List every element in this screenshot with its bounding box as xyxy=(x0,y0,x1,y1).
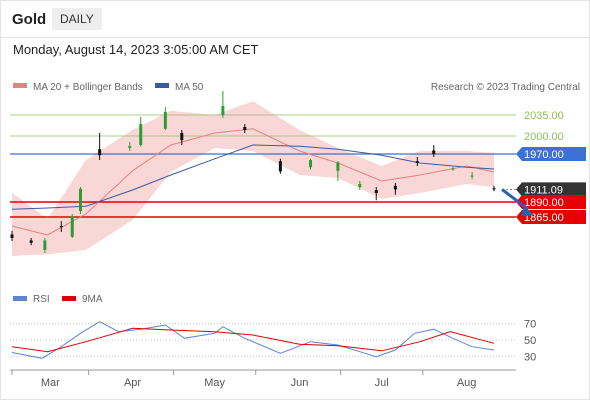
ma50-line xyxy=(11,144,495,210)
level-label-target: 2000.00 xyxy=(524,131,564,143)
candle-body xyxy=(451,168,455,170)
chart-datetime: Monday, August 14, 2023 3:05:00 AM CET xyxy=(13,42,259,57)
candle-body xyxy=(98,149,102,156)
credit-text: Research © 2023 Trading Central xyxy=(431,82,580,93)
candle-body xyxy=(470,175,474,177)
chart-header: Gold DAILY xyxy=(1,1,589,38)
time-axis: Mar Apr May Jun Jul Aug xyxy=(10,369,516,389)
candle-body xyxy=(163,112,167,129)
candle-body xyxy=(243,127,247,130)
time-axis-label: Apr xyxy=(124,377,141,389)
level-tag-support xyxy=(516,195,586,209)
candle-body xyxy=(358,184,362,187)
period-badge[interactable]: DAILY xyxy=(52,8,102,30)
bollinger-band-area xyxy=(12,101,494,256)
candle-body xyxy=(309,160,313,168)
candle-body xyxy=(10,234,14,238)
rsi-ma-line xyxy=(11,327,495,353)
rsi-panel: 70 50 30 xyxy=(10,318,536,364)
candle-body xyxy=(139,124,143,145)
forecast-arrow-head xyxy=(521,205,534,217)
legend: MA 20 + Bollinger Bands MA 50 Research ©… xyxy=(13,82,580,305)
candle-body xyxy=(78,188,82,211)
time-axis-label: Jun xyxy=(291,377,309,389)
legend-rsi-ma-label: 9MA xyxy=(82,294,103,305)
legend-rsi-swatch xyxy=(13,296,27,301)
level-label-pivot: 1970.00 xyxy=(524,149,564,161)
rsi-tick-label: 50 xyxy=(524,335,536,347)
candlesticks xyxy=(10,91,496,253)
time-axis-label: Aug xyxy=(457,377,477,389)
rsi-tick-label: 30 xyxy=(524,352,536,364)
candle-body xyxy=(278,161,282,172)
level-label-support: 1865.00 xyxy=(524,212,564,224)
rsi-tick-label: 70 xyxy=(524,318,536,330)
forecast-arrow-shaft xyxy=(501,188,529,211)
instrument-title: Gold xyxy=(12,11,47,28)
level-label-support: 1890.00 xyxy=(524,197,564,209)
level-label-target: 2035.00 xyxy=(524,110,564,122)
legend-rsi-label: RSI xyxy=(33,294,50,305)
candle-body xyxy=(492,188,496,190)
candle-body xyxy=(336,162,340,171)
candle-body xyxy=(415,161,419,163)
level-tag-support xyxy=(516,210,586,224)
level-tag-last xyxy=(516,182,586,197)
time-axis-label: Jul xyxy=(375,377,389,389)
level-label-last: 1911.09 xyxy=(524,184,563,196)
time-axis-label: Mar xyxy=(41,377,60,389)
time-axis-label: May xyxy=(204,377,225,389)
level-tag-pivot xyxy=(516,147,586,161)
candle-body xyxy=(221,106,225,115)
bollinger-band xyxy=(12,101,494,256)
legend-ma20-swatch xyxy=(13,83,27,88)
legend-ma20-label: MA 20 + Bollinger Bands xyxy=(33,82,143,93)
candle-body xyxy=(70,216,74,237)
legend-ma50-swatch xyxy=(155,83,169,88)
candle-body xyxy=(393,185,397,190)
level-lines xyxy=(10,114,516,218)
candle-body xyxy=(128,146,132,148)
legend-rsi-ma-swatch xyxy=(62,296,76,301)
ma20-line xyxy=(11,128,495,236)
moving-averages xyxy=(11,128,495,236)
rsi-line xyxy=(11,321,495,359)
candle-body xyxy=(432,150,436,154)
candle-body xyxy=(59,226,63,228)
candle-body xyxy=(29,240,33,243)
candle-body xyxy=(43,240,47,250)
candle-body xyxy=(374,190,378,193)
legend-ma50-label: MA 50 xyxy=(175,82,204,93)
candle-body xyxy=(180,133,184,141)
